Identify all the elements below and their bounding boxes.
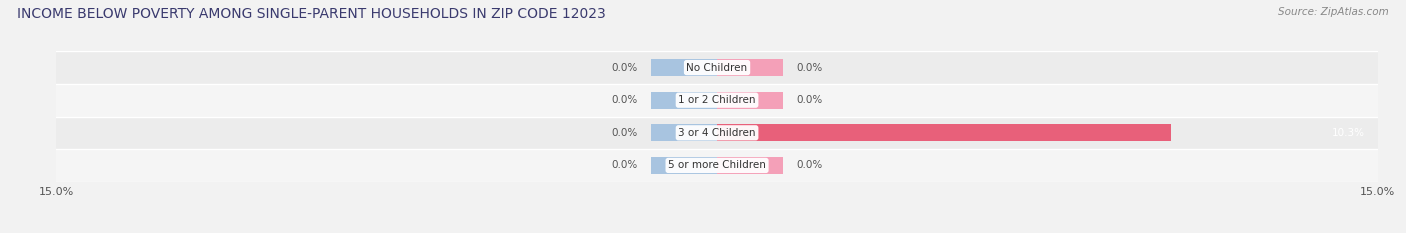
Bar — [717, 157, 783, 174]
Bar — [651, 59, 717, 76]
Bar — [651, 92, 717, 109]
Bar — [717, 124, 1171, 141]
Bar — [651, 124, 717, 141]
Text: Source: ZipAtlas.com: Source: ZipAtlas.com — [1278, 7, 1389, 17]
Text: No Children: No Children — [686, 63, 748, 72]
Text: 1 or 2 Children: 1 or 2 Children — [678, 95, 756, 105]
Bar — [56, 51, 1378, 84]
Text: 0.0%: 0.0% — [796, 161, 823, 170]
Text: 10.3%: 10.3% — [1331, 128, 1365, 138]
Bar — [56, 84, 1378, 116]
Text: 3 or 4 Children: 3 or 4 Children — [678, 128, 756, 138]
Text: INCOME BELOW POVERTY AMONG SINGLE-PARENT HOUSEHOLDS IN ZIP CODE 12023: INCOME BELOW POVERTY AMONG SINGLE-PARENT… — [17, 7, 606, 21]
Bar — [56, 116, 1378, 149]
Text: 0.0%: 0.0% — [796, 63, 823, 72]
Text: 0.0%: 0.0% — [796, 95, 823, 105]
Text: 0.0%: 0.0% — [612, 161, 638, 170]
Text: 0.0%: 0.0% — [612, 95, 638, 105]
Text: 0.0%: 0.0% — [612, 63, 638, 72]
Text: 5 or more Children: 5 or more Children — [668, 161, 766, 170]
Bar — [651, 157, 717, 174]
Text: 0.0%: 0.0% — [612, 128, 638, 138]
Bar — [717, 59, 783, 76]
Bar — [56, 149, 1378, 182]
Bar — [717, 92, 783, 109]
